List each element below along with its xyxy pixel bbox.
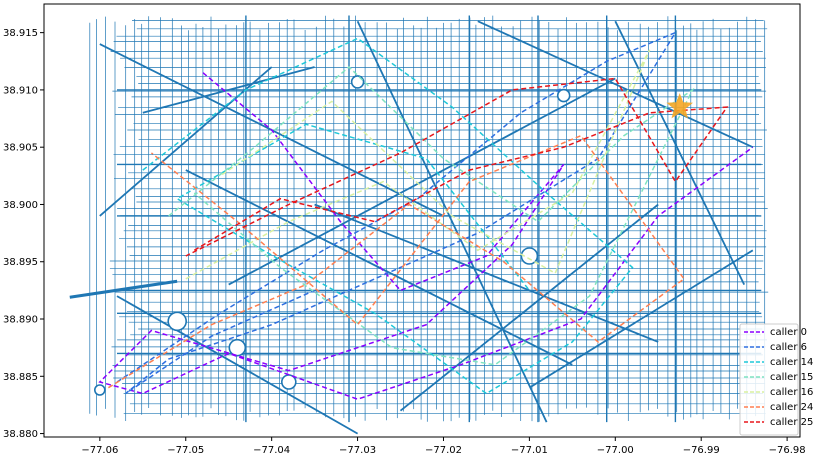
traffic-circle — [167, 311, 187, 332]
x-tick-label: −77.06 — [81, 445, 118, 456]
x-tick-label: −77.04 — [253, 445, 290, 456]
x-tick-label: −77.00 — [597, 445, 634, 456]
y-tick-label: 38.915 — [3, 28, 38, 39]
y-axis: 38.880 38.885 38.890 38.895 38.900 38.905 38.9… — [3, 28, 44, 440]
x-tick-label: −76.98 — [769, 445, 806, 456]
traffic-circle — [556, 88, 571, 103]
y-tick-label: 38.910 — [3, 85, 38, 96]
legend-label: caller 6 — [770, 342, 807, 353]
x-tick-label: −77.03 — [339, 445, 376, 456]
route-caller-16 — [185, 49, 651, 280]
traffic-circle — [228, 338, 247, 357]
legend-label: caller 14 — [770, 357, 813, 368]
traffic-circle — [350, 75, 365, 89]
y-tick-label: 38.900 — [3, 200, 38, 211]
caller-routes — [98, 31, 754, 400]
traffic-circle — [94, 384, 106, 396]
route-caller-0 — [98, 72, 754, 400]
route-caller-15 — [168, 65, 695, 366]
street-network — [69, 15, 769, 435]
legend-label: caller 0 — [770, 327, 807, 338]
destination-marker — [666, 93, 693, 119]
traffic-circle — [520, 247, 539, 265]
y-tick-label: 38.885 — [3, 372, 38, 383]
bridge-road — [69, 279, 178, 299]
x-tick-label: −77.05 — [167, 445, 204, 456]
legend-label: caller 15 — [770, 372, 813, 383]
legend-label: caller 16 — [770, 387, 813, 398]
route-caller-24 — [108, 134, 686, 389]
legend: caller 0 caller 6 caller 14 caller 15 caller… — [739, 323, 813, 436]
street-grid — [89, 15, 769, 422]
legend-label: caller 24 — [770, 402, 813, 413]
x-axis: −77.06 −77.05 −77.04 −77.03 −77.02 −77.01 −77.… — [81, 437, 806, 456]
major-avenues — [99, 20, 754, 435]
star-marker — [666, 93, 693, 119]
route-caller-25 — [185, 77, 729, 257]
legend-box — [739, 323, 799, 436]
y-tick-label: 38.895 — [3, 257, 38, 268]
x-tick-label: −77.01 — [511, 445, 548, 456]
legend-label: caller 25 — [770, 417, 813, 428]
y-tick-label: 38.890 — [3, 315, 38, 326]
plot-frame — [43, 3, 801, 438]
route-caller-14 — [142, 37, 634, 395]
x-tick-label: −76.99 — [683, 445, 720, 456]
y-tick-label: 38.880 — [3, 429, 38, 440]
y-tick-label: 38.905 — [3, 143, 38, 154]
x-tick-label: −77.02 — [425, 445, 462, 456]
